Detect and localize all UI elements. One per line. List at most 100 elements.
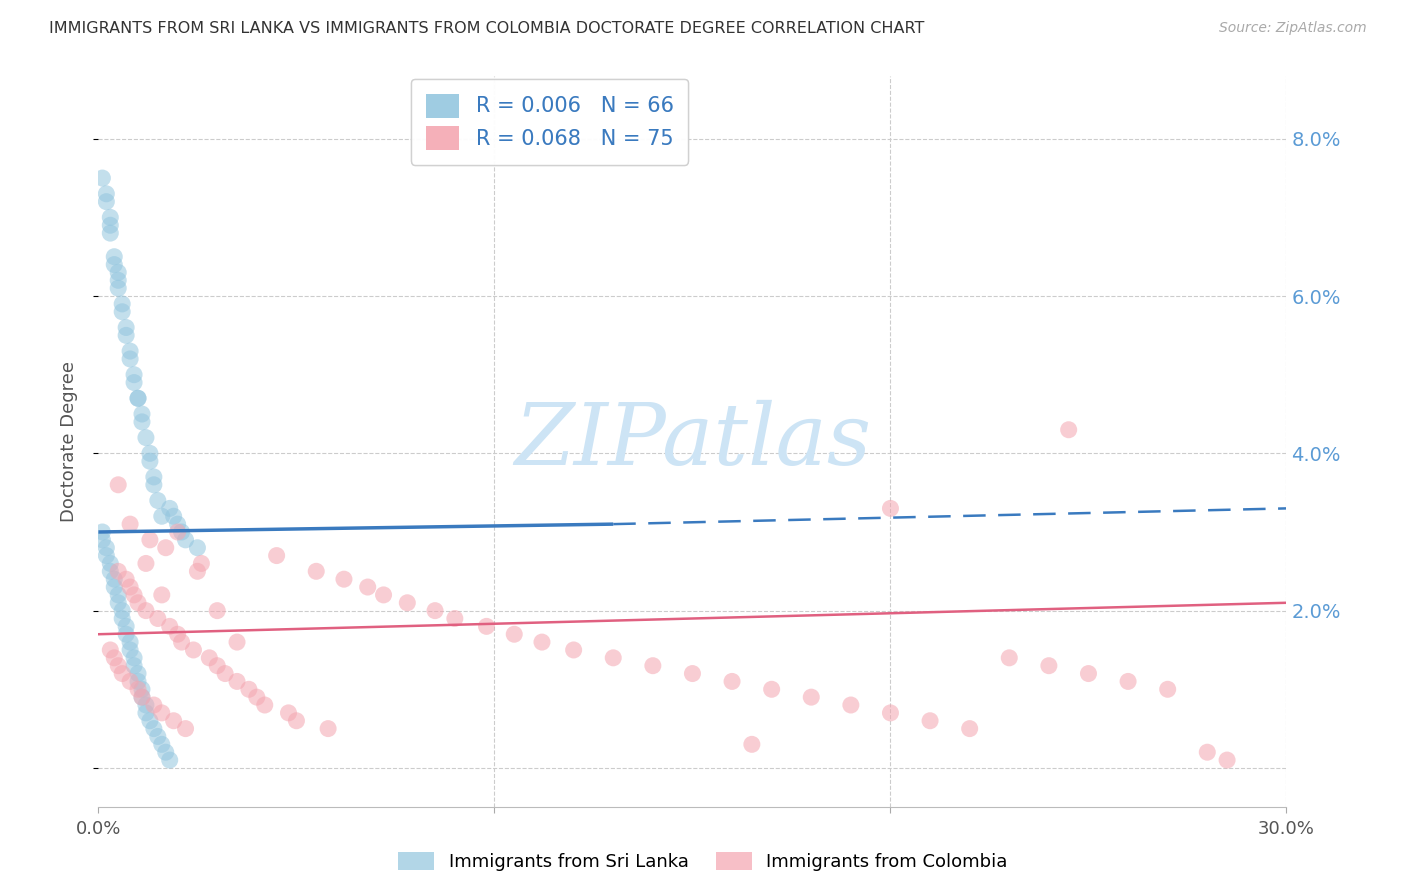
Text: IMMIGRANTS FROM SRI LANKA VS IMMIGRANTS FROM COLOMBIA DOCTORATE DEGREE CORRELATI: IMMIGRANTS FROM SRI LANKA VS IMMIGRANTS … <box>49 21 925 36</box>
Point <box>266 549 288 563</box>
Point <box>959 722 981 736</box>
Point <box>423 604 446 618</box>
Point <box>333 572 356 586</box>
Point <box>139 714 162 728</box>
Point <box>120 344 142 359</box>
Point <box>214 666 236 681</box>
Point <box>277 706 299 720</box>
Point <box>107 596 129 610</box>
Point <box>186 541 208 555</box>
Point <box>139 454 162 468</box>
Point <box>122 376 145 390</box>
Text: Source: ZipAtlas.com: Source: ZipAtlas.com <box>1219 21 1367 35</box>
Point <box>183 643 205 657</box>
Point <box>879 706 901 720</box>
Point <box>146 730 169 744</box>
Point <box>205 658 228 673</box>
Point <box>131 690 153 705</box>
Point <box>135 698 157 712</box>
Point <box>1156 682 1178 697</box>
Point <box>122 368 145 382</box>
Point <box>562 643 585 657</box>
Point <box>1197 745 1219 759</box>
Point <box>238 682 260 697</box>
Point <box>135 557 157 571</box>
Point <box>115 328 138 343</box>
Point <box>127 596 149 610</box>
Point <box>150 588 173 602</box>
Point <box>127 392 149 406</box>
Point <box>761 682 783 697</box>
Point <box>170 635 193 649</box>
Point <box>190 557 212 571</box>
Point <box>142 722 165 736</box>
Point <box>103 250 125 264</box>
Point <box>159 501 181 516</box>
Point <box>127 674 149 689</box>
Point <box>246 690 269 705</box>
Point <box>122 650 145 665</box>
Point <box>253 698 276 712</box>
Point <box>122 588 145 602</box>
Point <box>111 305 134 319</box>
Point <box>111 611 134 625</box>
Point <box>139 446 162 460</box>
Point <box>226 635 249 649</box>
Point <box>131 690 153 705</box>
Point <box>107 273 129 287</box>
Legend: R = 0.006   N = 66, R = 0.068   N = 75: R = 0.006 N = 66, R = 0.068 N = 75 <box>412 78 689 164</box>
Point <box>1216 753 1239 767</box>
Point <box>98 226 121 240</box>
Point <box>96 186 118 201</box>
Point <box>115 320 138 334</box>
Point <box>681 666 703 681</box>
Point <box>396 596 419 610</box>
Point <box>107 564 129 578</box>
Point <box>186 564 208 578</box>
Point <box>146 611 169 625</box>
Point <box>131 407 153 421</box>
Point <box>1057 423 1080 437</box>
Point <box>115 627 138 641</box>
Point <box>159 619 181 633</box>
Point <box>122 658 145 673</box>
Point <box>150 737 173 751</box>
Point <box>107 588 129 602</box>
Point <box>131 682 153 697</box>
Point <box>444 611 467 625</box>
Point <box>120 643 142 657</box>
Point <box>1038 658 1060 673</box>
Point <box>139 533 162 547</box>
Point <box>839 698 862 712</box>
Point <box>174 533 197 547</box>
Point <box>120 517 142 532</box>
Point <box>96 194 118 209</box>
Point <box>285 714 308 728</box>
Point <box>91 524 114 539</box>
Point <box>373 588 395 602</box>
Point <box>166 517 188 532</box>
Point <box>166 524 188 539</box>
Point <box>741 737 763 751</box>
Point <box>107 477 129 491</box>
Point <box>96 549 118 563</box>
Point <box>135 604 157 618</box>
Point <box>103 650 125 665</box>
Point <box>135 706 157 720</box>
Point <box>1077 666 1099 681</box>
Point <box>111 666 134 681</box>
Point <box>127 682 149 697</box>
Point <box>98 643 121 657</box>
Point <box>98 564 121 578</box>
Point <box>1116 674 1139 689</box>
Point <box>146 493 169 508</box>
Point <box>142 698 165 712</box>
Point <box>166 627 188 641</box>
Point <box>127 666 149 681</box>
Point <box>800 690 823 705</box>
Point <box>142 470 165 484</box>
Point <box>163 509 186 524</box>
Point <box>920 714 942 728</box>
Point <box>103 258 125 272</box>
Point <box>98 211 121 225</box>
